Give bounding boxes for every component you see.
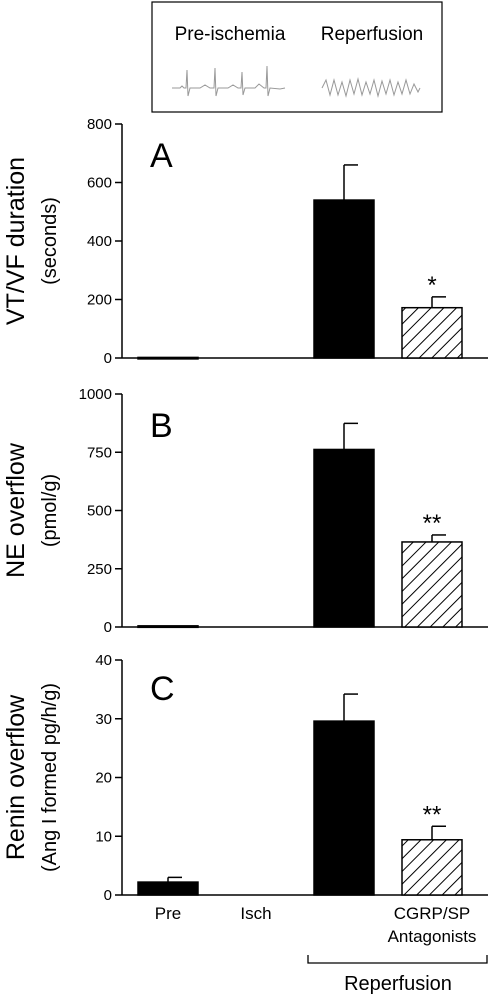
y-tick-label: 600 xyxy=(87,175,112,192)
significance-marker: ** xyxy=(423,510,442,537)
panel-letter: C xyxy=(150,670,175,708)
y-tick-label: 500 xyxy=(87,503,112,520)
bar-1 xyxy=(137,625,199,629)
significance-marker: ** xyxy=(423,801,442,828)
bar-1 xyxy=(137,356,199,360)
panel-letter: B xyxy=(150,407,173,445)
y-tick-label: 30 xyxy=(95,711,112,728)
panel-letter: A xyxy=(150,137,173,175)
y-axis-unit-label: (Ang I formed pg/h/g) xyxy=(39,683,61,872)
bar-1 xyxy=(137,881,199,896)
y-tick-label: 40 xyxy=(95,652,112,669)
ecg-inset: Pre-ischemia Reperfusion xyxy=(151,1,443,113)
y-axis-label: VT/VF duration xyxy=(2,157,30,325)
y-tick-label: 750 xyxy=(87,444,112,461)
x-tick-label: CGRP/SP xyxy=(394,904,471,923)
y-axis-unit-label: (pmol/g) xyxy=(39,474,61,547)
y-tick-label: 800 xyxy=(87,116,112,133)
chart-panel-c: 0 10 20 30 40 Renin overflow (Ang I formed pg/… xyxy=(2,652,488,904)
y-tick-label: 20 xyxy=(95,770,112,787)
reperfusion-label: Reperfusion xyxy=(344,973,452,995)
bar-3 xyxy=(313,448,375,628)
inset-label-pre-ischemia: Pre-ischemia xyxy=(175,24,286,45)
chart-panel-a: 0 200 400 600 800 VT/VF duration (seconds) A * xyxy=(2,116,488,367)
bar-3 xyxy=(313,720,375,896)
y-axis-label: Renin overflow xyxy=(2,694,30,860)
y-tick-label: 400 xyxy=(87,233,112,250)
y-tick-label: 0 xyxy=(104,887,112,904)
chart-panel-b: 0 250 500 750 1000 NE overflow (pmol/g) B ** xyxy=(2,386,488,636)
reperfusion-bracket xyxy=(307,955,488,964)
bar-3 xyxy=(313,199,375,359)
x-tick-label: Pre xyxy=(155,904,181,923)
y-tick-label: 250 xyxy=(87,561,112,578)
bar-4 xyxy=(401,541,463,628)
bar-4 xyxy=(401,306,463,359)
y-tick-label: 200 xyxy=(87,292,112,309)
y-axis-unit-label: (seconds) xyxy=(39,197,61,285)
inset-label-reperfusion: Reperfusion xyxy=(321,24,423,45)
y-tick-label: 0 xyxy=(104,619,112,636)
x-tick-label: Antagonists xyxy=(388,927,477,946)
significance-marker: * xyxy=(427,272,436,299)
y-tick-label: 0 xyxy=(104,350,112,367)
pre-ischemia-ecg-trace xyxy=(172,65,286,97)
y-tick-label: 10 xyxy=(95,828,112,845)
y-tick-label: 1000 xyxy=(79,386,112,403)
reperfusion-ecg-trace xyxy=(321,77,421,98)
inset-frame xyxy=(151,1,443,113)
y-axis-label: NE overflow xyxy=(2,442,30,578)
bar-4 xyxy=(401,839,463,896)
x-tick-label: Isch xyxy=(240,904,271,923)
